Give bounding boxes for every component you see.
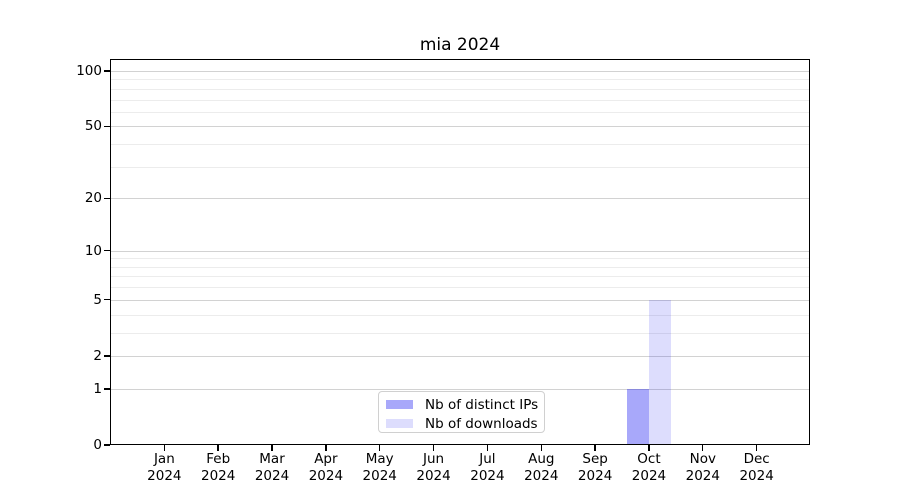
x-axis-tick bbox=[648, 445, 650, 451]
gridline-minor bbox=[111, 144, 809, 146]
x-axis-tick bbox=[594, 445, 596, 451]
x-tick-label: Nov 2024 bbox=[685, 451, 720, 484]
x-tick-label: Jul 2024 bbox=[470, 451, 505, 484]
y-tick-label: 100 bbox=[76, 63, 102, 79]
y-tick-label: 0 bbox=[93, 437, 102, 453]
gridline-major bbox=[111, 250, 809, 252]
gridline-minor bbox=[111, 166, 809, 168]
gridline-major bbox=[111, 388, 809, 390]
x-tick-label: Apr 2024 bbox=[308, 451, 344, 484]
y-axis-tick bbox=[104, 70, 110, 72]
y-axis-tick bbox=[104, 125, 110, 128]
legend-item-distinct-ips: Nb of distinct IPs bbox=[386, 395, 544, 414]
x-axis-tick bbox=[755, 445, 758, 451]
x-tick-label: Mar 2024 bbox=[254, 451, 290, 484]
x-tick-label: Dec 2024 bbox=[739, 451, 774, 484]
x-axis-tick bbox=[217, 445, 219, 451]
legend-swatch-distinct-ips bbox=[386, 399, 413, 410]
gridline-minor bbox=[111, 287, 809, 289]
y-axis-tick bbox=[104, 388, 110, 390]
gridline-major bbox=[111, 126, 809, 128]
x-axis-tick bbox=[325, 445, 327, 451]
gridline-major bbox=[111, 355, 809, 357]
x-tick-label: Jan 2024 bbox=[147, 451, 182, 484]
x-tick-label: Oct 2024 bbox=[631, 451, 667, 484]
y-axis-tick bbox=[104, 444, 110, 446]
legend: Nb of distinct IPs Nb of downloads bbox=[378, 391, 545, 433]
gridline-major bbox=[111, 198, 809, 200]
x-tick-label: Sep 2024 bbox=[577, 451, 613, 484]
x-tick-label: Feb 2024 bbox=[201, 451, 236, 484]
legend-label-downloads: Nb of downloads bbox=[425, 415, 538, 432]
y-tick-label: 1 bbox=[93, 380, 102, 397]
y-axis-tick bbox=[104, 299, 110, 301]
x-axis-tick bbox=[540, 445, 542, 451]
gridline-minor bbox=[111, 332, 809, 334]
bar-nb-of-distinct-ips bbox=[626, 388, 649, 445]
legend-label-distinct-ips: Nb of distinct IPs bbox=[425, 396, 539, 413]
legend-item-downloads: Nb of downloads bbox=[386, 414, 544, 433]
y-axis-tick bbox=[104, 355, 110, 357]
gridline-major bbox=[111, 299, 809, 301]
y-tick-label: 50 bbox=[84, 118, 102, 135]
bar-nb-of-downloads bbox=[648, 299, 671, 445]
x-axis-tick bbox=[379, 445, 381, 451]
gridline-minor bbox=[111, 111, 809, 113]
x-axis-tick bbox=[163, 445, 166, 451]
x-axis-tick bbox=[486, 445, 489, 451]
x-tick-label: Jun 2024 bbox=[416, 451, 451, 484]
y-tick-label: 5 bbox=[93, 291, 102, 308]
y-axis-tick bbox=[104, 197, 110, 199]
legend-swatch-downloads bbox=[386, 418, 413, 429]
x-axis-tick bbox=[271, 445, 273, 451]
chart-title: mia 2024 bbox=[419, 35, 501, 55]
gridline-minor bbox=[111, 314, 809, 316]
y-axis-tick bbox=[104, 249, 110, 252]
gridline-minor bbox=[111, 276, 809, 278]
gridline-minor bbox=[111, 79, 809, 81]
gridline-minor bbox=[111, 99, 809, 101]
x-axis-tick bbox=[432, 445, 435, 451]
x-tick-label: May 2024 bbox=[362, 451, 397, 484]
plot-border bbox=[110, 59, 810, 445]
gridline-major bbox=[111, 71, 809, 72]
y-tick-label: 2 bbox=[93, 347, 102, 364]
gridline-minor bbox=[111, 266, 809, 268]
gridline-minor bbox=[111, 88, 809, 90]
x-tick-label: Aug 2024 bbox=[524, 451, 559, 484]
y-tick-label: 20 bbox=[84, 190, 102, 207]
x-axis-tick bbox=[702, 445, 704, 451]
gridline-minor bbox=[111, 258, 809, 260]
y-tick-label: 10 bbox=[84, 242, 102, 259]
